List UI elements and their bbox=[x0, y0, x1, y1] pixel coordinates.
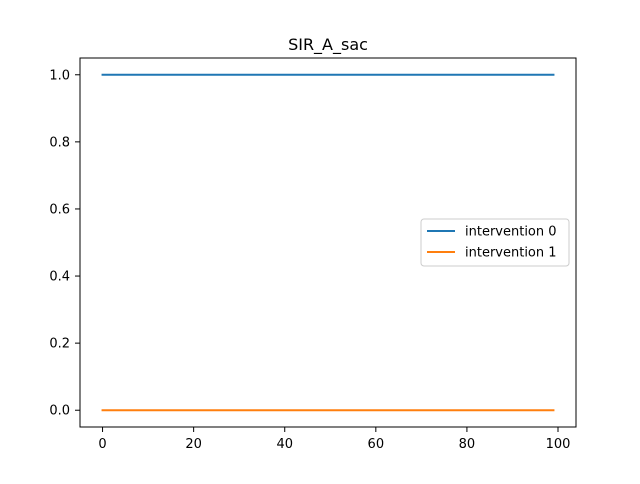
y-tick-label-4: 0.8 bbox=[49, 135, 70, 150]
legend-box bbox=[420, 218, 570, 267]
y-tick-label-2: 0.4 bbox=[49, 270, 70, 285]
axes-frame bbox=[79, 57, 577, 428]
legend-label-1: intervention 1 bbox=[465, 246, 557, 261]
legend: intervention 0 intervention 1 bbox=[420, 218, 570, 267]
x-tick-label-5: 100 bbox=[546, 437, 571, 452]
legend-label-0: intervention 0 bbox=[465, 225, 557, 240]
y-tick-label-3: 0.6 bbox=[49, 202, 70, 217]
chart-title: SIR_A_sac bbox=[288, 35, 368, 55]
y-tick-label-0: 0.0 bbox=[49, 404, 70, 419]
y-tick-label-1: 0.2 bbox=[49, 337, 70, 352]
y-tick-label-5: 1.0 bbox=[49, 68, 70, 83]
x-tick-label-0: 0 bbox=[98, 437, 106, 452]
x-tick-label-4: 80 bbox=[459, 437, 476, 452]
plot-area: 0 20 40 60 80 100 0.0 0.2 0.4 0.6 0.8 1.0 bbox=[49, 57, 577, 452]
x-tick-label-2: 40 bbox=[276, 437, 293, 452]
x-tick-label-3: 60 bbox=[368, 437, 385, 452]
x-tick-label-1: 20 bbox=[185, 437, 202, 452]
